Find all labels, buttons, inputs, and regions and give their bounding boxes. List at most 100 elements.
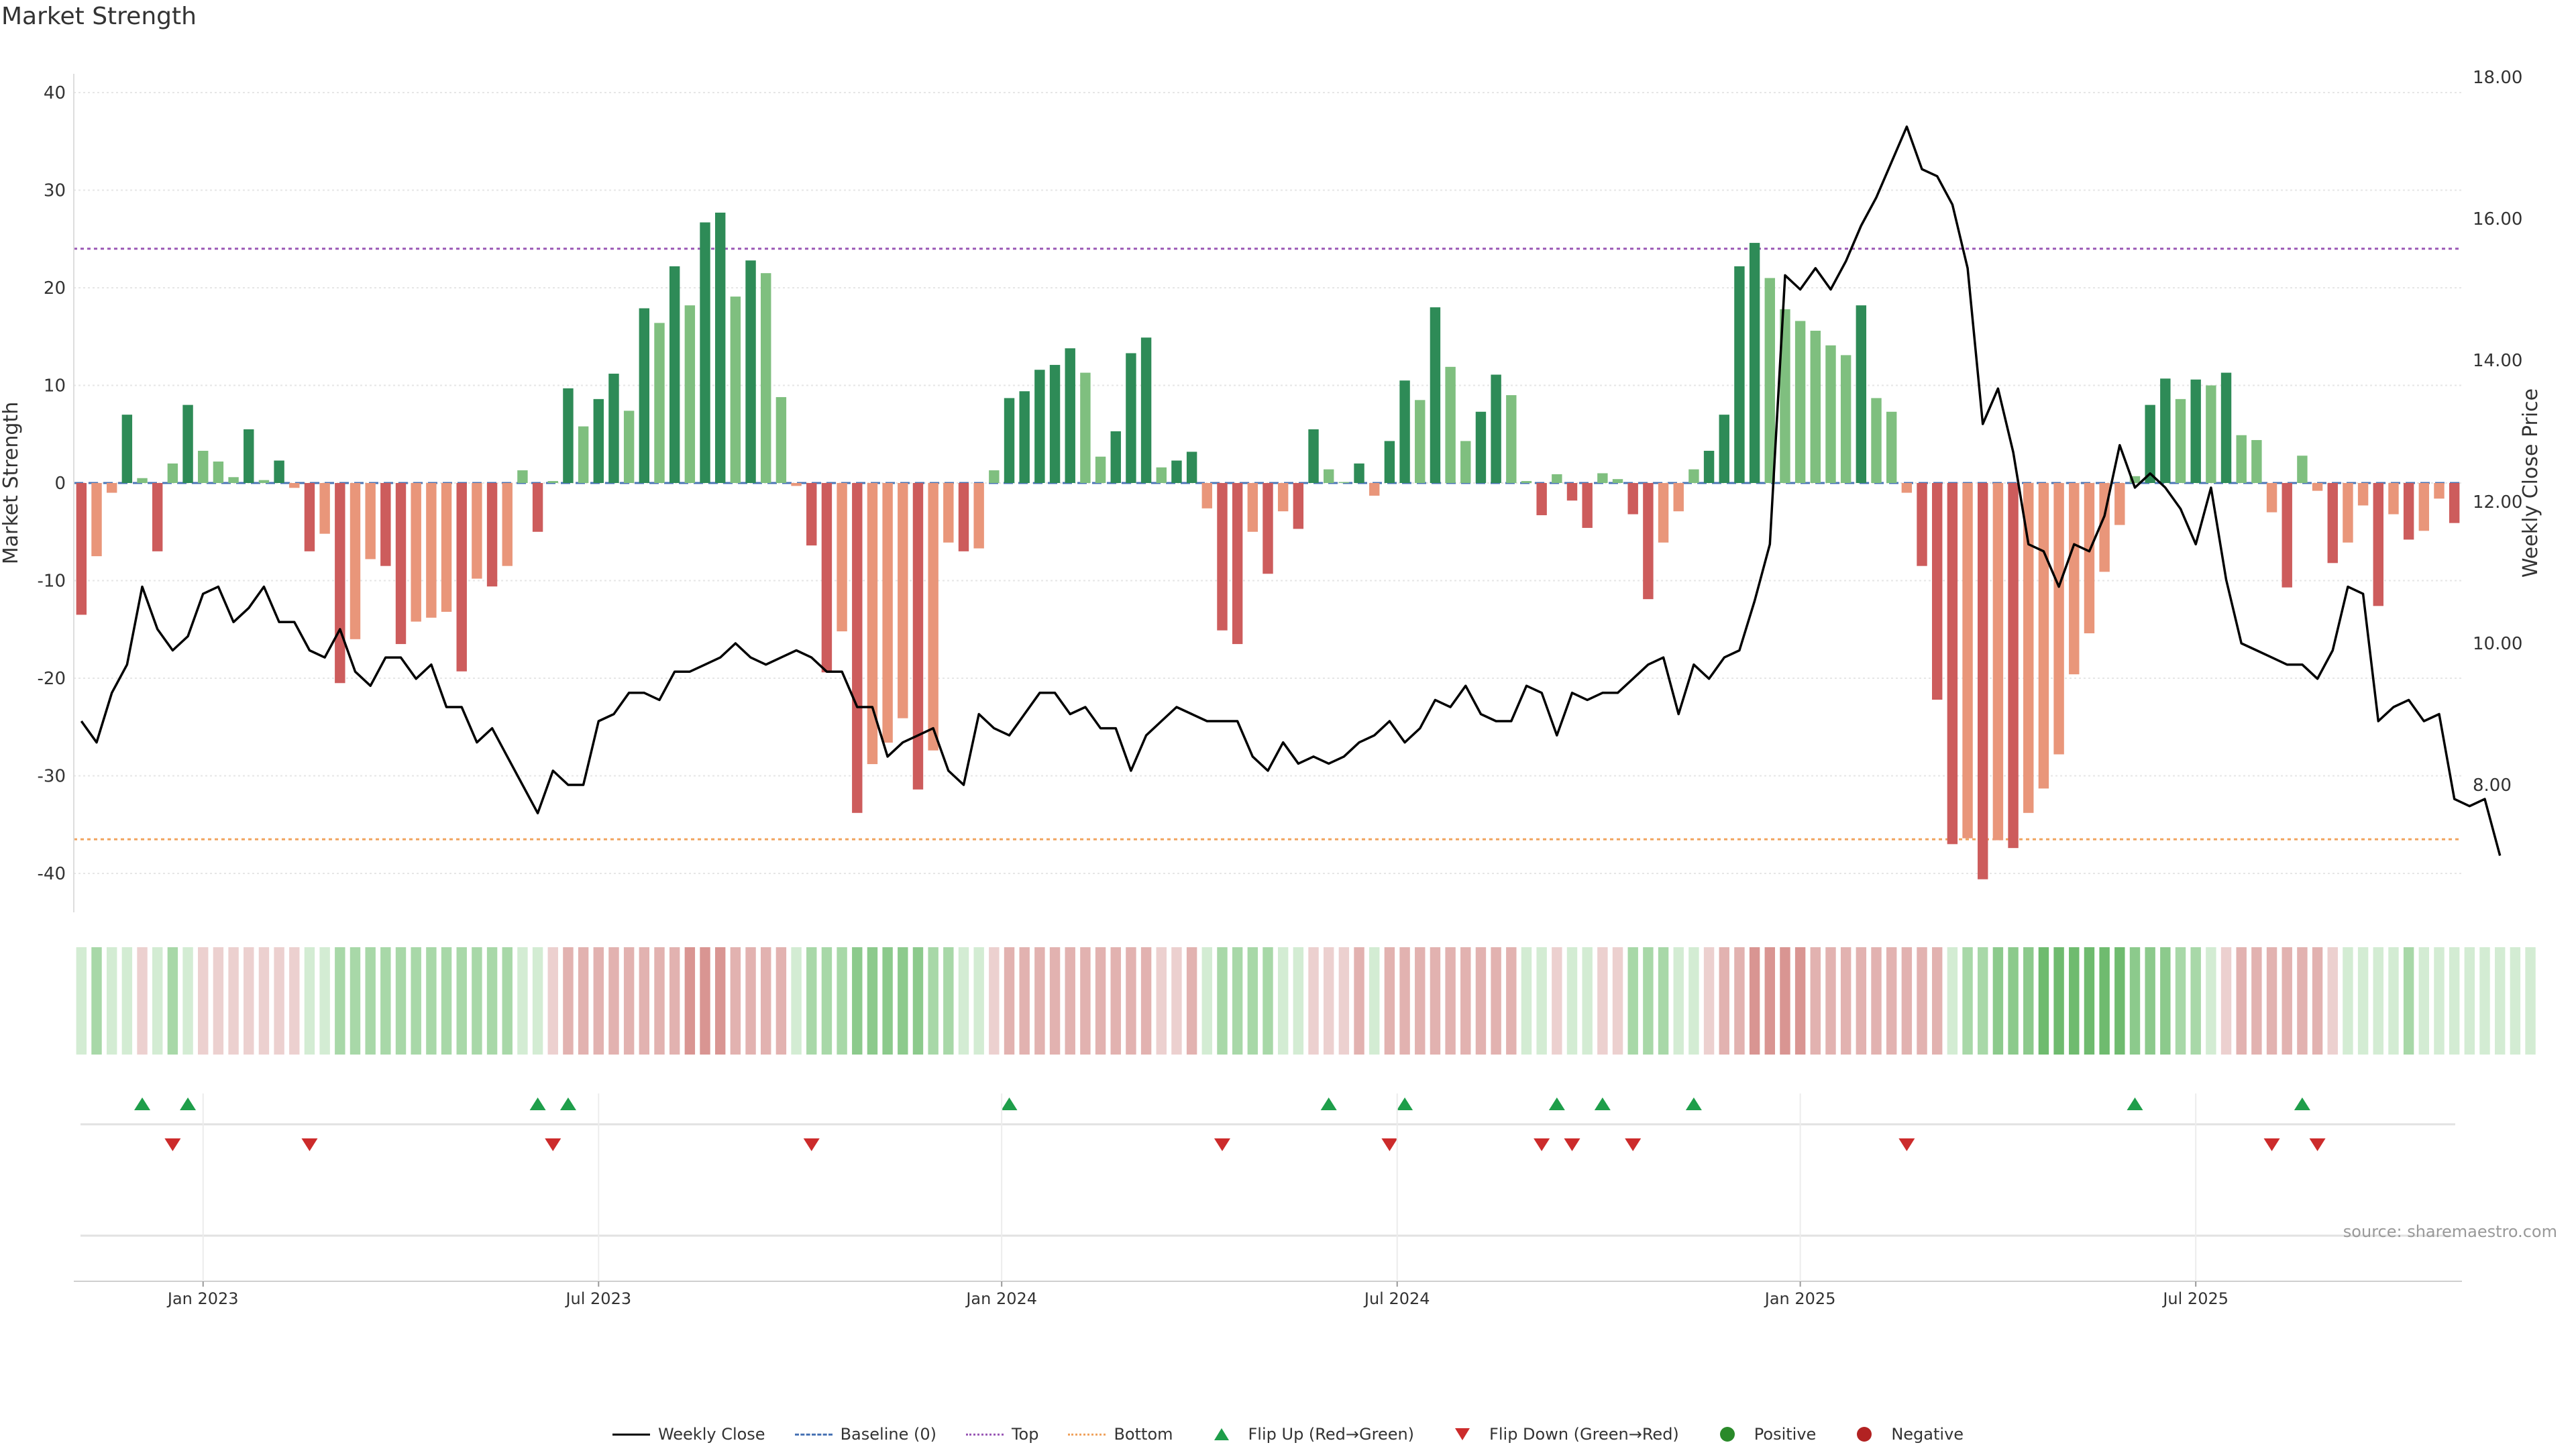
heat-cell xyxy=(2479,947,2490,1055)
heat-cell xyxy=(684,947,696,1055)
heat-cell xyxy=(943,947,954,1055)
heat-cell xyxy=(654,947,665,1055)
heat-cell xyxy=(1232,947,1243,1055)
heat-cell xyxy=(837,947,847,1055)
strength-bar xyxy=(91,483,102,557)
strength-bar xyxy=(152,483,163,551)
heat-cell xyxy=(1901,947,1913,1055)
heat-cell xyxy=(1688,947,1699,1055)
strength-bar xyxy=(1110,431,1121,483)
heat-cell xyxy=(1840,947,1851,1055)
heat-cell xyxy=(1566,947,1578,1055)
y2-tick-label: 14.00 xyxy=(2473,351,2522,371)
heat-cell xyxy=(1582,947,1593,1055)
strength-bar xyxy=(1536,483,1547,516)
strength-bar xyxy=(989,470,1000,483)
y-tick-label: -40 xyxy=(38,864,66,884)
heat-cell xyxy=(2434,947,2445,1055)
flip-up-marker xyxy=(1594,1097,1611,1110)
strength-bar xyxy=(1049,364,1061,483)
heat-cell xyxy=(1399,947,1410,1055)
heat-cell xyxy=(1263,947,1273,1055)
heat-cell xyxy=(335,947,345,1055)
strength-bar xyxy=(2282,483,2292,588)
heat-cell xyxy=(2494,947,2506,1055)
heat-cell xyxy=(2251,947,2262,1055)
strength-bar xyxy=(1992,483,2004,841)
y2-tick-label: 8.00 xyxy=(2473,775,2512,796)
strength-bar xyxy=(1140,337,1152,483)
heat-cell xyxy=(1931,947,1943,1055)
legend-item-negative[interactable]: Negative xyxy=(1845,1425,1964,1444)
strength-bar xyxy=(2008,483,2019,849)
strength-bar xyxy=(1643,483,1654,600)
heat-cell xyxy=(1460,947,1471,1055)
strength-bar xyxy=(2190,379,2201,483)
y-tick-label: 10 xyxy=(44,376,66,396)
strength-bar xyxy=(912,483,924,790)
strength-bar xyxy=(2327,483,2338,564)
strength-bar xyxy=(1171,460,1182,483)
legend-item-weekly-close[interactable]: Weekly Close xyxy=(612,1425,765,1444)
heat-cell xyxy=(1156,947,1167,1055)
legend-item-baseline[interactable]: Baseline (0) xyxy=(794,1425,936,1444)
legend-item-flip-up[interactable]: Flip Up (Red→Green) xyxy=(1203,1425,1414,1444)
heat-cell xyxy=(1247,947,1258,1055)
heat-cell xyxy=(456,947,467,1055)
heat-cell xyxy=(2388,947,2399,1055)
legend-item-flip-down[interactable]: Flip Down (Green→Red) xyxy=(1444,1425,1679,1444)
strength-bar xyxy=(1323,469,1334,483)
reference-lines xyxy=(74,248,2462,841)
heat-cell xyxy=(1095,947,1106,1055)
heat-cell xyxy=(1506,947,1517,1055)
strength-bar xyxy=(1004,398,1015,483)
flip-down-marker xyxy=(1381,1138,1398,1151)
strength-bar xyxy=(1825,345,1836,483)
strength-bar xyxy=(1794,321,1806,483)
flip-down-marker xyxy=(1625,1138,1642,1151)
flip-down-marker xyxy=(1534,1138,1550,1151)
heat-cell xyxy=(2418,947,2430,1055)
strength-bar xyxy=(547,481,558,483)
strength-bar xyxy=(1308,429,1319,483)
triangle-up-icon xyxy=(1214,1428,1229,1440)
strength-bar xyxy=(350,483,361,639)
heat-cell xyxy=(1217,947,1228,1055)
strength-bar xyxy=(2145,405,2155,483)
strength-bar xyxy=(1840,355,1851,483)
heat-cell xyxy=(213,947,224,1055)
legend-label: Weekly Close xyxy=(657,1425,765,1444)
flip-up-marker xyxy=(1685,1097,1702,1110)
heat-cell xyxy=(395,947,407,1055)
strength-bar xyxy=(958,483,969,551)
strength-bar xyxy=(654,323,665,483)
strength-bar xyxy=(700,222,710,483)
legend-label: Bottom xyxy=(1114,1425,1173,1444)
y-tick-label: -10 xyxy=(38,572,66,592)
heat-cell xyxy=(137,947,148,1055)
heat-cell xyxy=(2175,947,2186,1055)
strength-bars xyxy=(76,212,2460,879)
strength-bar xyxy=(2038,483,2049,789)
heat-cell xyxy=(2282,947,2292,1055)
heat-cell xyxy=(2114,947,2125,1055)
heat-cell xyxy=(1049,947,1061,1055)
strength-bar xyxy=(2053,483,2064,755)
strength-bar xyxy=(2343,483,2353,543)
strength-bar xyxy=(1430,307,1441,483)
legend-item-bottom[interactable]: Bottom xyxy=(1068,1425,1173,1444)
strength-bar xyxy=(441,483,452,612)
strength-bar xyxy=(2160,378,2171,483)
strength-bar xyxy=(258,480,270,483)
strength-bar xyxy=(2388,483,2399,515)
heat-cell xyxy=(1734,947,1745,1055)
heat-cell xyxy=(1430,947,1441,1055)
heat-cell xyxy=(2206,947,2216,1055)
legend-item-top[interactable]: Top xyxy=(965,1425,1038,1444)
strength-bar xyxy=(411,483,421,622)
flip-up-marker xyxy=(180,1097,197,1110)
strength-bar xyxy=(1749,243,1760,483)
strength-bar xyxy=(761,273,771,483)
legend-item-positive[interactable]: Positive xyxy=(1709,1425,1816,1444)
heat-cell xyxy=(898,947,908,1055)
